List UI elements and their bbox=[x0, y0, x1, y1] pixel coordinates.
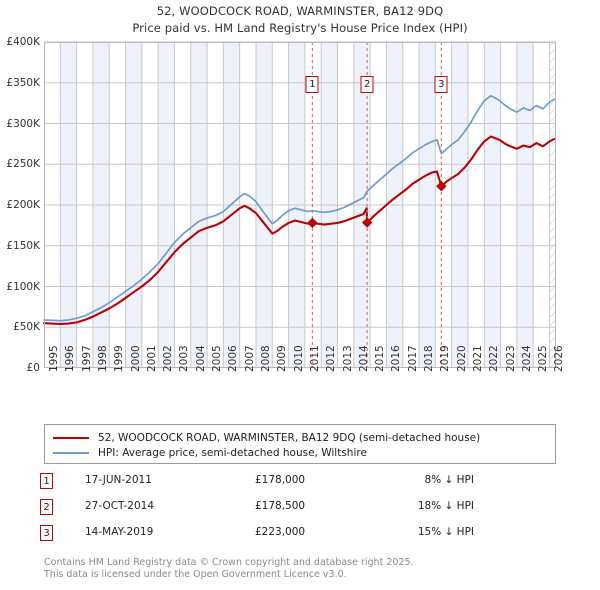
price-chart bbox=[42, 41, 556, 368]
table-row: 3 14-MAY-2019 £223,000 15% ↓ HPI bbox=[40, 525, 560, 551]
y-axis-tick: £250K bbox=[6, 158, 40, 171]
transaction-badge-1: 1 bbox=[40, 473, 53, 489]
legend-label-hpi: HPI: Average price, semi-detached house,… bbox=[98, 446, 367, 459]
legend-swatch-property bbox=[53, 436, 89, 439]
page-title: 52, WOODCOCK ROAD, WARMINSTER, BA12 9DQ … bbox=[0, 3, 600, 37]
transaction-delta-3: 15% ↓ HPI bbox=[417, 526, 474, 538]
transactions-table: 1 17-JUN-2011 £178,000 8% ↓ HPI 2 27-OCT… bbox=[40, 473, 560, 551]
title-line-1: 52, WOODCOCK ROAD, WARMINSTER, BA12 9DQ bbox=[156, 4, 444, 18]
transaction-delta-2: 18% ↓ HPI bbox=[417, 500, 474, 512]
transaction-badge-3: 3 bbox=[40, 525, 53, 541]
footer-line-2: This data is licensed under the Open Gov… bbox=[44, 569, 347, 580]
footer-line-1: Contains HM Land Registry data © Crown c… bbox=[44, 557, 414, 568]
table-row: 1 17-JUN-2011 £178,000 8% ↓ HPI bbox=[40, 473, 560, 499]
chart-legend: 52, WOODCOCK ROAD, WARMINSTER, BA12 9DQ … bbox=[44, 424, 556, 464]
transaction-date-2: 27-OCT-2014 bbox=[85, 500, 154, 512]
transaction-price-1: £178,000 bbox=[255, 474, 306, 486]
title-line-2: Price paid vs. HM Land Registry's House … bbox=[132, 21, 468, 35]
legend-swatch-hpi bbox=[53, 451, 89, 454]
legend-label-property: 52, WOODCOCK ROAD, WARMINSTER, BA12 9DQ … bbox=[98, 431, 481, 444]
transaction-date-3: 14-MAY-2019 bbox=[85, 526, 154, 538]
y-axis-tick: £50K bbox=[13, 321, 40, 334]
y-axis-tick: £400K bbox=[6, 36, 40, 48]
y-axis-tick: £0 bbox=[26, 362, 40, 374]
y-axis-tick: £200K bbox=[6, 199, 40, 211]
chart-canvas bbox=[42, 41, 556, 368]
legend-item-hpi: HPI: Average price, semi-detached house,… bbox=[53, 445, 547, 460]
y-axis-tick: £350K bbox=[6, 76, 40, 89]
chart-marker-2: 2 bbox=[360, 76, 374, 93]
transaction-price-3: £223,000 bbox=[255, 526, 306, 538]
chart-marker-1: 1 bbox=[305, 76, 319, 93]
y-axis-tick: £150K bbox=[6, 239, 40, 252]
transaction-delta-1: 8% ↓ HPI bbox=[424, 474, 474, 486]
transaction-badge-2: 2 bbox=[40, 499, 53, 515]
transaction-price-2: £178,500 bbox=[255, 500, 306, 512]
table-row: 2 27-OCT-2014 £178,500 18% ↓ HPI bbox=[40, 499, 560, 525]
legend-item-property: 52, WOODCOCK ROAD, WARMINSTER, BA12 9DQ … bbox=[53, 430, 547, 445]
footer-attribution: Contains HM Land Registry data © Crown c… bbox=[44, 557, 584, 581]
chart-marker-3: 3 bbox=[434, 76, 448, 93]
y-axis-tick: £300K bbox=[6, 117, 40, 130]
transaction-date-1: 17-JUN-2011 bbox=[85, 474, 152, 486]
y-axis-tick: £100K bbox=[6, 280, 40, 293]
